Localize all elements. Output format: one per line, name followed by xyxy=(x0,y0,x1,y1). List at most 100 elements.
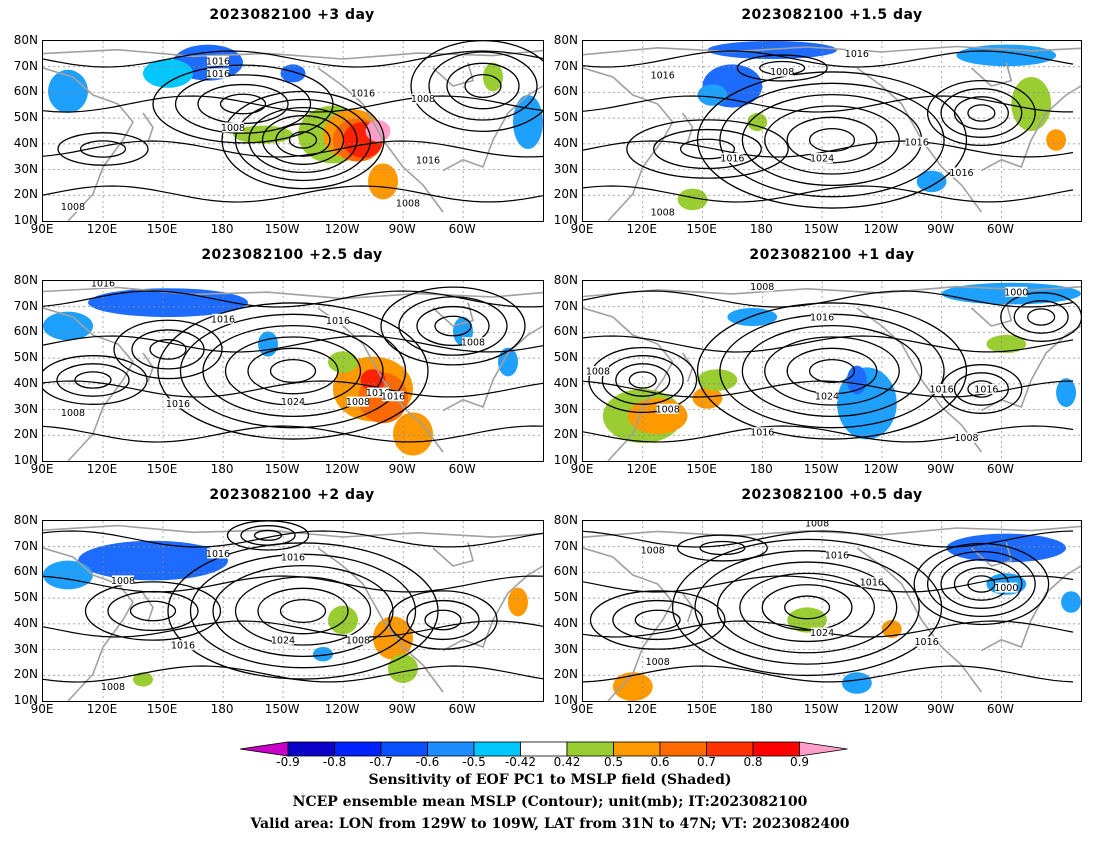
contour-label-bg xyxy=(806,521,829,528)
contour-label: 1008 xyxy=(646,657,670,668)
latitude-label: 10N xyxy=(553,693,578,707)
latitude-label: 30N xyxy=(13,161,38,176)
isobar-contour xyxy=(43,425,543,443)
isobar-contour xyxy=(149,339,187,360)
longitude-label: 90W xyxy=(927,702,955,716)
isobar-contour xyxy=(84,581,222,641)
longitude-label: 120W xyxy=(324,462,360,476)
isobar-contour xyxy=(1013,300,1069,334)
contour-label: 1024 xyxy=(810,628,834,639)
sensitivity-shading xyxy=(787,607,828,633)
isobar-contour xyxy=(212,564,394,658)
isobar-contour xyxy=(113,319,223,380)
latitude-label: 50N xyxy=(13,590,38,605)
isobar-contour xyxy=(913,542,1050,626)
isobar-contour xyxy=(583,140,1074,158)
contour-label-bg xyxy=(397,198,419,208)
sensitivity-shading xyxy=(986,335,1027,353)
latitude-label: 50N xyxy=(13,110,38,125)
contour-label-bg xyxy=(930,384,953,394)
isobar-contour xyxy=(634,609,681,631)
isobar-contour xyxy=(288,131,318,149)
contour-label-bg xyxy=(860,577,883,588)
latitude-label: 80N xyxy=(553,513,578,527)
contour-label: 1000 xyxy=(994,583,1018,594)
latitude-label: 70N xyxy=(13,298,38,313)
contour-label: 1016 xyxy=(206,549,230,560)
isobar-contour xyxy=(269,359,317,383)
contour-label-bg xyxy=(92,281,114,288)
contour-label: 1016 xyxy=(949,168,973,179)
latitude-label: 60N xyxy=(13,84,38,99)
longitude-label: 150E xyxy=(686,222,717,236)
map-canvas: 1016 1016 1016 1008 1008 1016 1008 1008 xyxy=(43,41,543,221)
latitude-label: 20N xyxy=(13,667,38,682)
longitude-label: 120W xyxy=(324,222,360,236)
contour-label-bg xyxy=(417,154,439,165)
contour-label: 1016 xyxy=(750,428,774,439)
coastline xyxy=(43,48,543,221)
contour-label: 1016 xyxy=(206,69,230,80)
longitude-label: 90E xyxy=(30,462,54,476)
contour-label: 1016 xyxy=(825,551,849,562)
panel-title: 2023082100 +1.5 day xyxy=(741,7,923,23)
latitude-label: 70N xyxy=(553,58,578,73)
isobar-contour xyxy=(279,599,327,623)
sensitivity-shading xyxy=(946,533,1067,563)
colorbar-tick-label: -0.8 xyxy=(322,755,347,769)
latitude-label: 40N xyxy=(553,375,578,390)
latitude-label: 20N xyxy=(553,667,578,682)
latitude-label: 40N xyxy=(553,135,578,150)
contour-label-bg xyxy=(347,634,369,645)
contour-label: 1008 xyxy=(656,404,680,415)
contour-label-bg xyxy=(905,136,928,147)
contour-label-bg xyxy=(586,366,609,376)
contour-label: 1016 xyxy=(326,316,350,327)
longitude-label: 90E xyxy=(30,222,54,236)
longitude-label: 150W xyxy=(264,462,300,476)
isobar-contour xyxy=(174,74,312,134)
isobar-contour xyxy=(43,50,543,68)
sensitivity-shading xyxy=(677,188,708,211)
isobar-contour xyxy=(464,74,502,98)
sensitivity-shading xyxy=(280,64,306,83)
latitude-label: 70N xyxy=(553,298,578,313)
isobar-contour xyxy=(808,128,856,152)
contour-label: 1016 xyxy=(206,56,230,67)
latitude-label: 40N xyxy=(13,615,38,630)
longitude-label: 180 xyxy=(210,222,234,236)
contour-label-bg xyxy=(327,315,349,326)
isobar-contour xyxy=(583,185,1074,203)
contour-label: 1016 xyxy=(974,385,998,396)
contour-label-bg xyxy=(272,634,294,645)
isobar-contour xyxy=(446,62,520,110)
sensitivity-shading xyxy=(43,560,93,590)
isobar-contour xyxy=(615,363,671,397)
colorbar-bar xyxy=(239,741,848,757)
isobar-contour xyxy=(234,98,372,182)
contour-label-bg xyxy=(721,153,744,163)
longitude-label: 60W xyxy=(986,222,1015,236)
sensitivity-shading xyxy=(133,672,153,687)
isobar-contour xyxy=(43,380,543,398)
latitude-label: 10N xyxy=(13,213,38,227)
longitude-label: 120E xyxy=(86,222,118,236)
contour-label: 1008 xyxy=(411,94,435,105)
sensitivity-shading xyxy=(692,387,723,409)
map-canvas: 1016 1016 1008 1024 1016 1008 1008 xyxy=(43,521,543,701)
latitude-label: 20N xyxy=(553,187,578,202)
map-canvas: 1008 1008 1016 1016 1000 1024 1016 1008 xyxy=(583,521,1081,701)
latitude-label: 80N xyxy=(13,33,38,47)
isobar-contour xyxy=(43,665,543,683)
contour-label: 1008 xyxy=(396,199,420,210)
contour-label-bg xyxy=(207,548,229,559)
latitude-label: 30N xyxy=(553,641,578,656)
contour-label: 1016 xyxy=(91,281,115,289)
latitude-label: 60N xyxy=(553,564,578,579)
sensitivity-shading xyxy=(841,672,872,694)
isobar-contour xyxy=(416,305,490,347)
contour-label: 1008 xyxy=(221,123,245,134)
longitude-label: 150E xyxy=(146,222,178,236)
isobar-contour xyxy=(56,363,130,397)
panel-title: 2023082100 +2 day xyxy=(209,487,375,503)
